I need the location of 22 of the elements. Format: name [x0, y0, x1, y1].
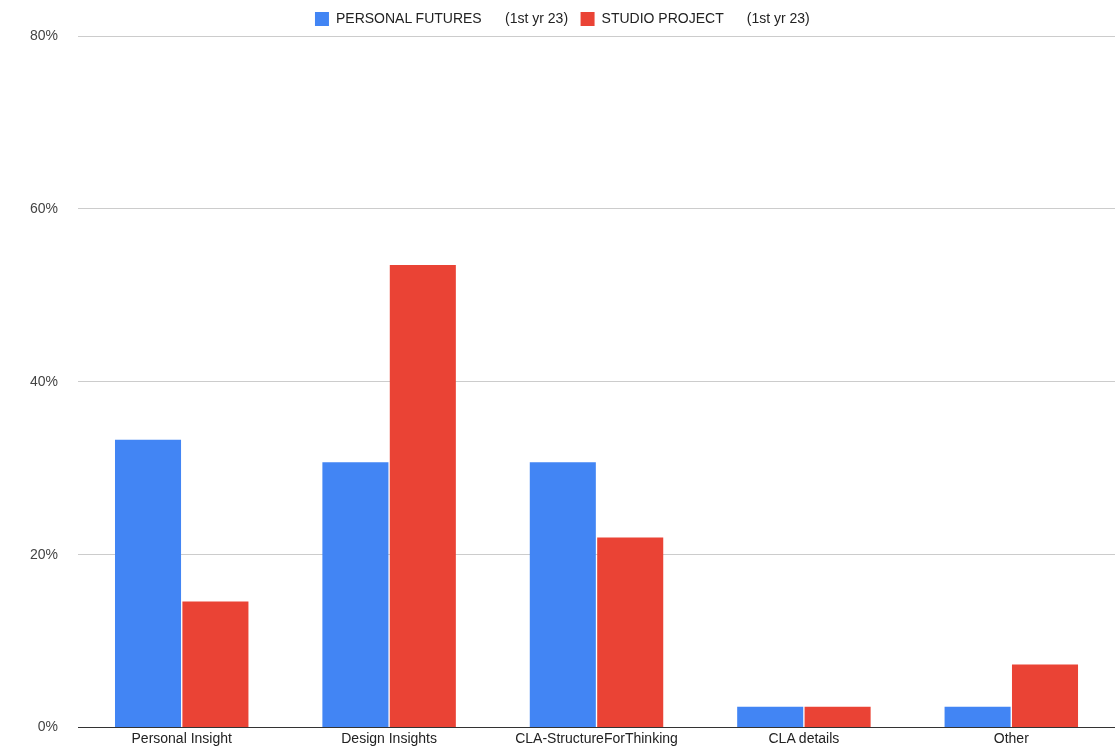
- bar: [804, 706, 871, 728]
- x-tick-label: Design Insights: [341, 729, 437, 746]
- bar: [1011, 664, 1079, 728]
- x-tick-label: CLA details: [768, 729, 840, 746]
- y-tick-label: 60%: [29, 199, 59, 216]
- bar: [737, 706, 804, 728]
- bar: [944, 706, 1011, 728]
- bar: [322, 462, 389, 728]
- bar: [529, 462, 596, 728]
- x-tick-label: Other: [993, 729, 1030, 746]
- legend-label: STUDIO PROJECT (1st yr 23): [601, 9, 810, 26]
- legend-label: PERSONAL FUTURES (1st yr 23): [335, 9, 569, 26]
- x-tick-label: CLA-StructureForThinking: [515, 729, 678, 746]
- bar: [389, 265, 456, 728]
- y-tick-label: 40%: [29, 372, 59, 389]
- bar: [597, 537, 664, 728]
- bar: [182, 601, 249, 728]
- y-tick-label: 20%: [29, 545, 59, 562]
- y-tick-label: 0%: [37, 718, 59, 735]
- x-tick-label: Personal Insight: [131, 729, 233, 746]
- bar: [114, 439, 182, 728]
- y-tick-label: 80%: [29, 26, 59, 43]
